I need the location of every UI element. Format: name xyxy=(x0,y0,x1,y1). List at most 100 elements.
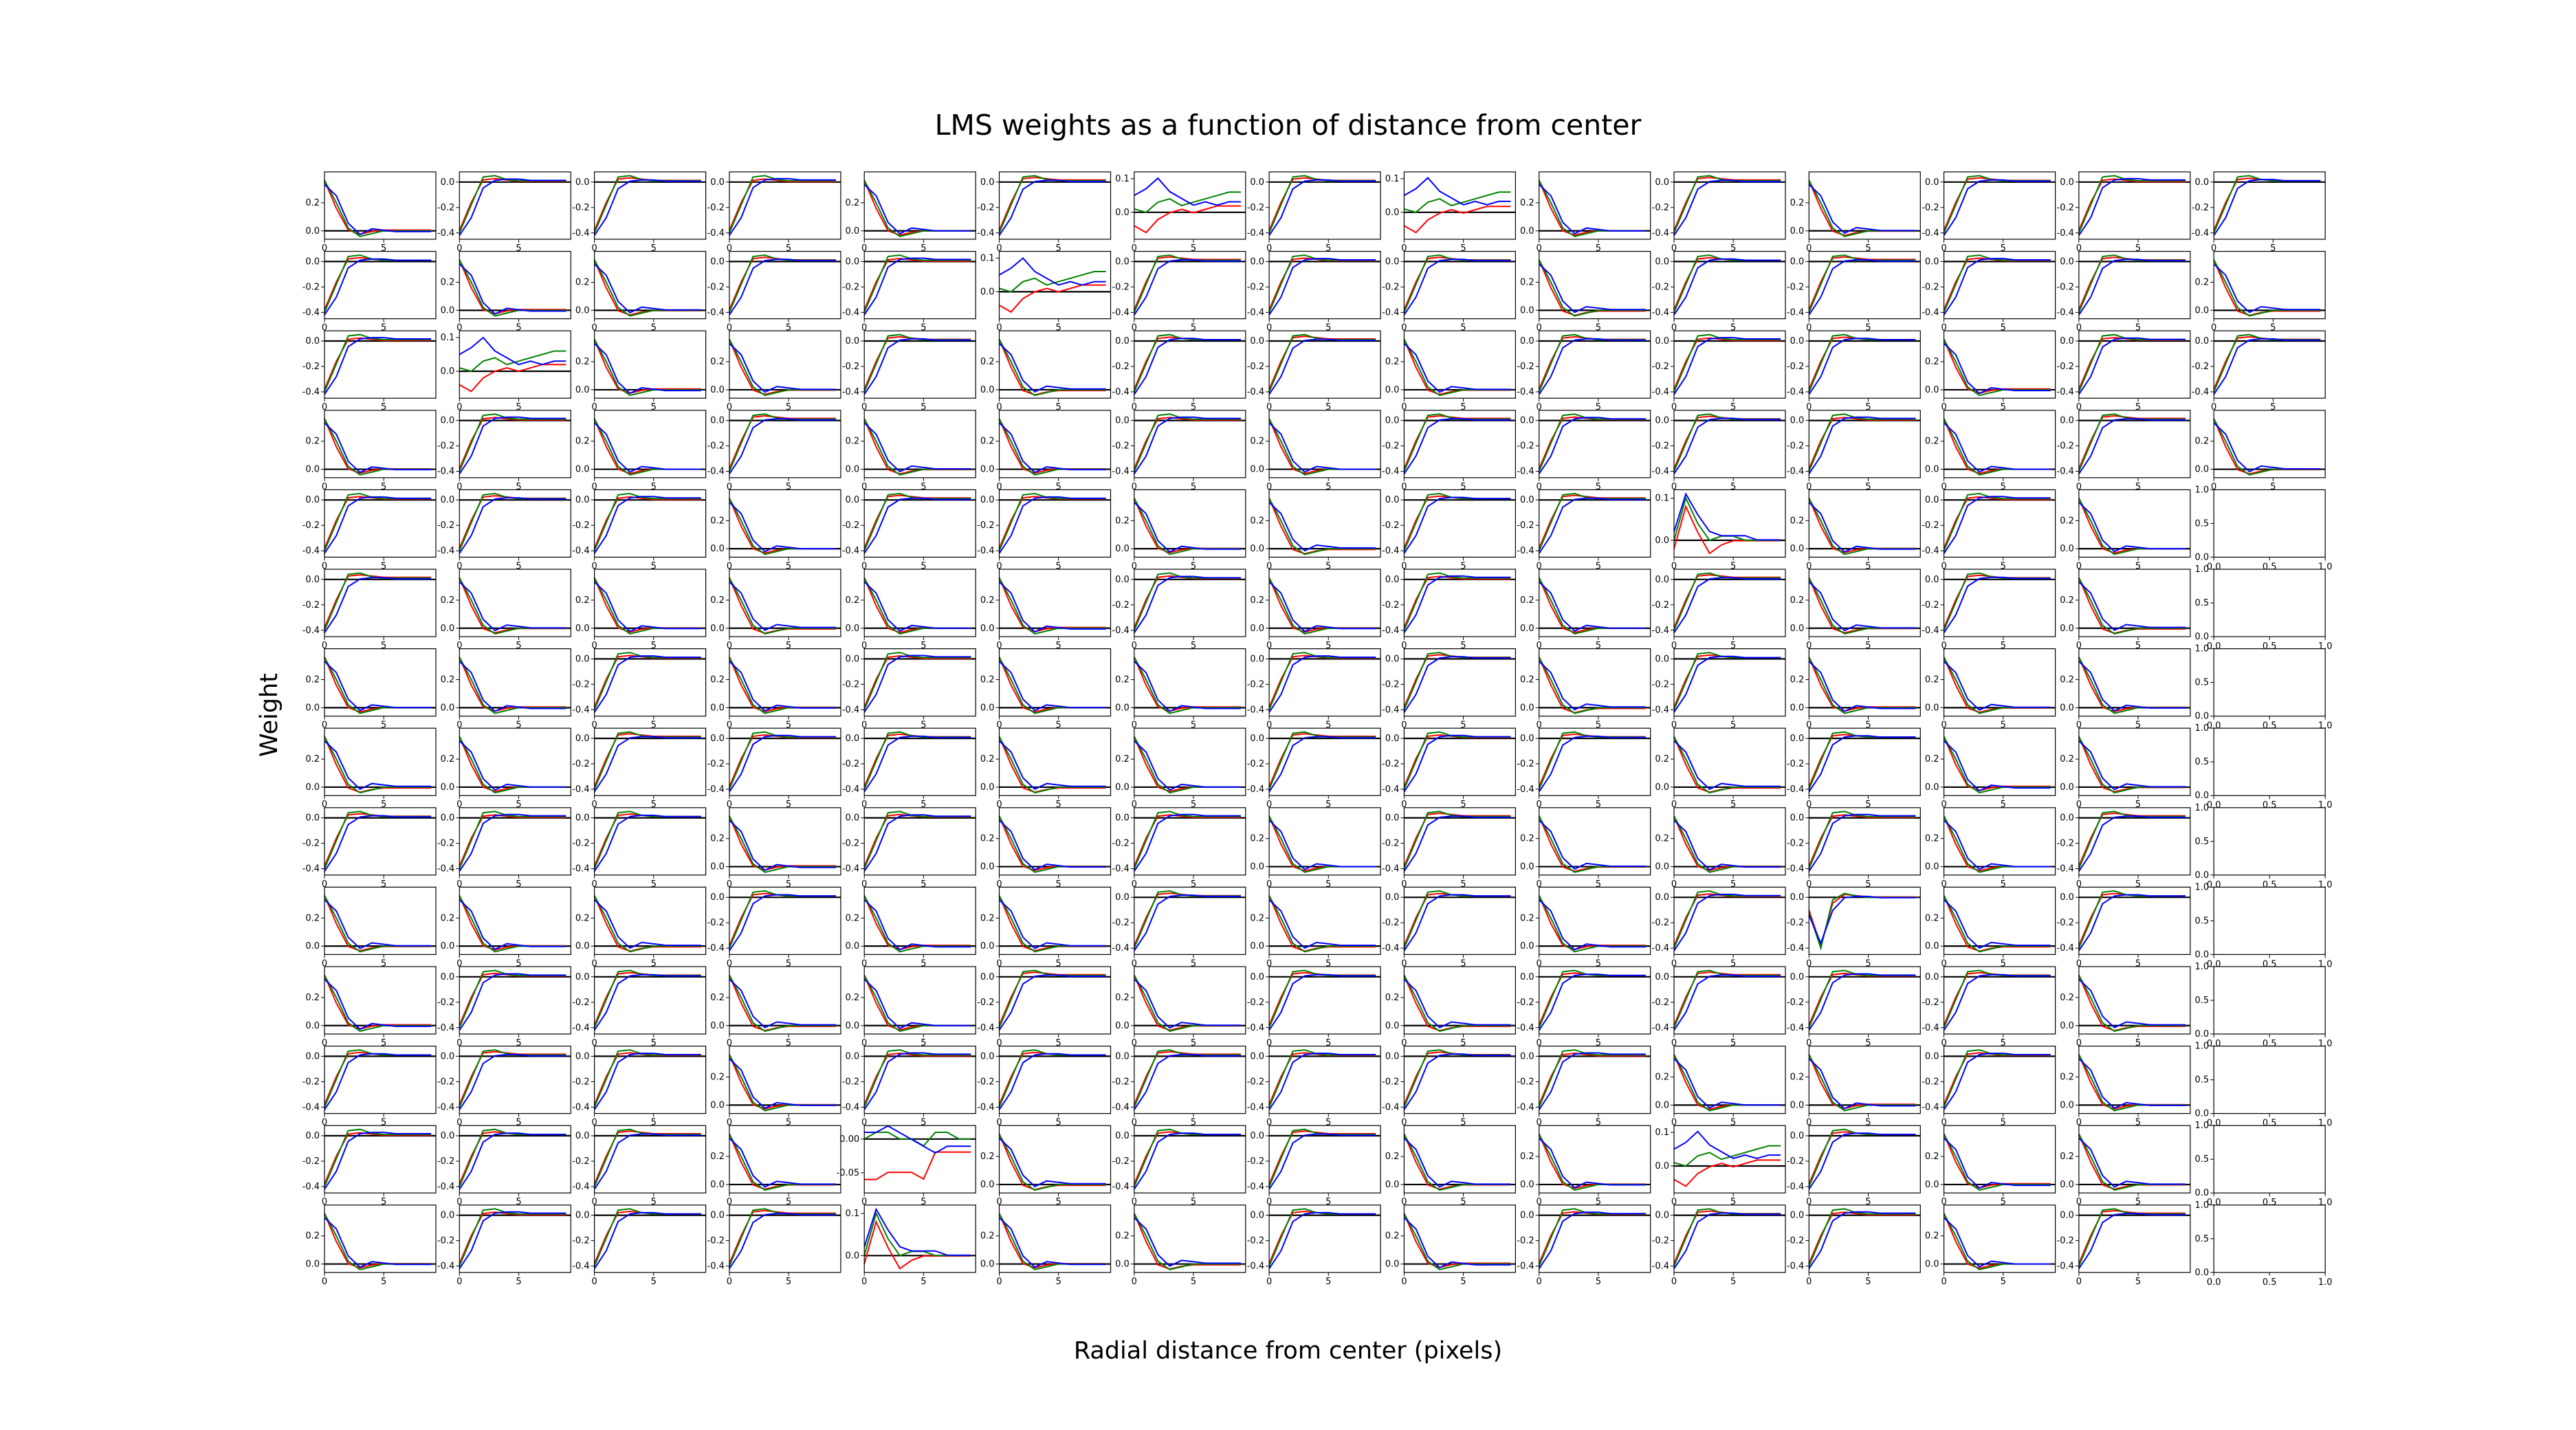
x-tick-label: 5 xyxy=(1325,720,1331,731)
series-line-red xyxy=(1943,418,2051,474)
y-tick-label: 0.0 xyxy=(1790,226,1805,236)
subplot-r9-c14: 0.00.00.50.51.01.0 xyxy=(2195,882,2333,969)
x-tick-label: 0 xyxy=(1132,243,1137,254)
series-line-red xyxy=(1403,892,1511,946)
series-line-green xyxy=(1133,657,1241,714)
y-tick-label: 0.2 xyxy=(980,1231,995,1242)
series-line-blue xyxy=(1268,422,1376,473)
series-line-red xyxy=(1808,734,1916,787)
y-tick-label: -0.2 xyxy=(437,1156,454,1167)
x-tick-label: 0 xyxy=(1537,1197,1542,1207)
y-tick-label: 0.0 xyxy=(2195,552,2210,562)
x-tick-label: 0.5 xyxy=(2263,1277,2277,1288)
subplot-r1-c5: 0 50.10.0 xyxy=(980,251,1112,333)
subplot-r5-c8: 0 50.0-0.2-0.4 xyxy=(1382,569,1517,651)
x-tick-label: 5 xyxy=(1460,323,1466,333)
y-tick-label: -0.2 xyxy=(2057,203,2074,213)
series-line-green xyxy=(1268,1049,1376,1108)
x-tick-label: 0 xyxy=(861,800,867,810)
x-tick-label: 0 xyxy=(1401,1118,1407,1128)
y-tick-label: -0.2 xyxy=(1652,362,1669,372)
x-tick-label: 5 xyxy=(1325,879,1331,890)
subplot-r11-c2: 0 50.0-0.2-0.4 xyxy=(572,1045,707,1128)
y-tick-label: 0.0 xyxy=(980,782,995,793)
y-tick-label: -0.4 xyxy=(1787,1262,1804,1272)
series-line-green xyxy=(1673,1054,1781,1112)
series-line-red xyxy=(1268,1052,1376,1106)
y-tick-label: 0.0 xyxy=(1925,385,1939,395)
series-line-green xyxy=(1673,1145,1781,1167)
x-tick-label: 0 xyxy=(727,720,732,731)
y-tick-label: 0.0 xyxy=(1520,862,1534,872)
y-tick-label: 0.0 xyxy=(1250,862,1264,872)
series-line-green xyxy=(863,254,971,313)
y-tick-label: 0.0 xyxy=(2060,892,2074,903)
x-tick-label: 5 xyxy=(1056,243,1061,254)
x-tick-label: 5 xyxy=(1460,243,1466,254)
axes-frame xyxy=(324,1045,437,1114)
subplot-r12-c10: 0 50.10.0 xyxy=(1655,1125,1786,1207)
y-tick-label: -0.4 xyxy=(572,1182,589,1192)
series-line-green xyxy=(1133,333,1241,393)
y-tick-label: 0.0 xyxy=(1115,1051,1130,1062)
subplot-r5-c4: 0 50.00.2 xyxy=(846,569,976,651)
series-line-green xyxy=(728,175,836,234)
series-line-green xyxy=(2078,974,2186,1032)
series-line-blue xyxy=(1268,179,1376,236)
x-tick-label: 5 xyxy=(516,1197,521,1207)
y-tick-label: 0.0 xyxy=(1790,624,1805,634)
x-tick-label: 0 xyxy=(456,1197,462,1207)
series-line-red xyxy=(1673,971,1781,1026)
series-line-green xyxy=(998,1049,1106,1108)
axes-frame xyxy=(324,648,437,717)
y-tick-label: 0.1 xyxy=(846,1209,860,1219)
series-line-red xyxy=(1673,177,1781,231)
y-tick-label: 0.0 xyxy=(1790,892,1805,903)
subplot-r6-c7: 0 50.0-0.2-0.4 xyxy=(1247,648,1381,731)
series-line-green xyxy=(324,1128,432,1187)
y-tick-label: -0.2 xyxy=(2057,1236,2074,1246)
x-tick-label: 5 xyxy=(921,1197,926,1207)
x-tick-label: 0 xyxy=(456,1277,462,1287)
y-tick-label: -0.2 xyxy=(1112,282,1129,292)
series-line-blue xyxy=(324,577,432,634)
x-tick-label: 0 xyxy=(1806,958,1812,969)
subplot-r12-c8: 0 50.00.2 xyxy=(1385,1125,1517,1207)
x-tick-label: 0 xyxy=(1401,402,1407,412)
y-tick-label: -0.2 xyxy=(572,203,589,213)
series-line-red xyxy=(1268,1130,1376,1185)
y-tick-label: -0.4 xyxy=(977,1023,994,1033)
axes-frame xyxy=(1944,886,2056,956)
series-line-red xyxy=(1133,974,1241,1031)
x-tick-label: 5 xyxy=(651,561,657,571)
y-tick-label: -0.4 xyxy=(1382,705,1399,715)
subplot-r13-c7: 0 50.0-0.2-0.4 xyxy=(1247,1204,1381,1287)
series-line-green xyxy=(1673,496,1781,542)
subplot-r3-c12: 0 50.00.2 xyxy=(1925,410,2056,492)
axes-frame xyxy=(1808,1045,1921,1114)
x-tick-label: 5 xyxy=(2001,1118,2006,1128)
y-tick-label: 0.0 xyxy=(2060,1180,2074,1190)
x-tick-label: 5 xyxy=(2135,323,2141,333)
series-line-blue xyxy=(593,179,701,236)
x-tick-label: 0 xyxy=(861,402,867,412)
axes-frame xyxy=(1268,1045,1381,1114)
x-tick-label: 5 xyxy=(1460,879,1466,890)
x-tick-label: 0 xyxy=(2076,243,2082,254)
x-tick-label: 0 xyxy=(1941,1277,1946,1287)
x-tick-label: 5 xyxy=(1460,482,1466,492)
series-line-blue xyxy=(1539,263,1646,314)
series-line-red xyxy=(459,1211,566,1264)
series-line-green xyxy=(1268,652,1376,710)
y-tick-label: 0.0 xyxy=(1520,734,1534,744)
y-tick-label: 0.2 xyxy=(441,278,455,288)
subplot-r6-c6: 0 50.00.2 xyxy=(1115,648,1246,731)
x-tick-label: 5 xyxy=(651,1277,657,1287)
series-line-red xyxy=(1538,577,1646,633)
y-tick-label: -0.4 xyxy=(1112,467,1129,477)
series-line-red xyxy=(1538,494,1646,549)
y-tick-label: 0.0 xyxy=(2060,703,2074,713)
subplot-r6-c13: 0 50.00.2 xyxy=(2060,648,2191,731)
subplot-r11-c11: 0 50.00.2 xyxy=(1790,1045,1921,1128)
axes-frame xyxy=(863,886,976,956)
